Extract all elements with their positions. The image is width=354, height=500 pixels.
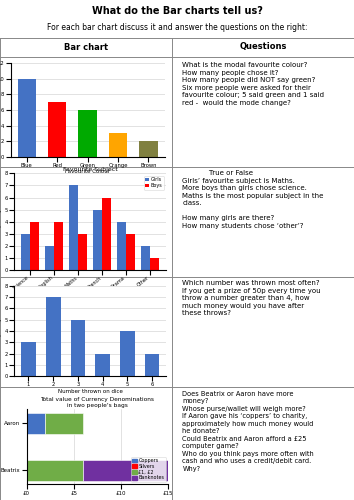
Bar (21, 234, 30, 270)
Text: What do the Bar charts tell us?: What do the Bar charts tell us? (92, 6, 262, 16)
Y-axis label: Frequency: Frequency (0, 317, 2, 345)
Bar (95, 354, 110, 376)
Bar (117, 222, 126, 270)
Bar (93, 210, 102, 270)
Text: What is the modal favourite colour?
How many people chose it?
How many people di: What is the modal favourite colour? How … (182, 62, 324, 106)
Bar (54, 222, 63, 270)
Bar (120, 331, 135, 376)
Bar (27, 412, 45, 434)
Bar (30, 222, 39, 270)
Bar (21, 342, 36, 376)
Bar (126, 234, 136, 270)
Legend: Girls, Boys: Girls, Boys (144, 176, 164, 190)
Bar (145, 354, 159, 376)
Text: Which number was thrown most often?
If you get a prize of 50p every time you
thr: Which number was thrown most often? If y… (182, 280, 321, 316)
Legend: Coppers, Silvers, £1, £2, Banknotes: Coppers, Silvers, £1, £2, Banknotes (131, 456, 166, 482)
Bar (70, 320, 85, 376)
Bar (48, 102, 66, 157)
Bar (109, 134, 127, 157)
Bar (79, 110, 97, 157)
Bar (78, 234, 87, 270)
Text: Bar chart: Bar chart (64, 42, 108, 51)
Bar (45, 412, 83, 434)
X-axis label: Number thrown on dice: Number thrown on dice (58, 389, 123, 394)
Text: Questions: Questions (239, 42, 286, 51)
Bar (150, 258, 159, 270)
Bar (45, 246, 54, 270)
Bar (69, 186, 78, 270)
Bar (46, 297, 61, 376)
X-axis label: Favourite Colour: Favourite Colour (65, 170, 110, 174)
Text: Does Beatrix or Aaron have more
money?
Whose purse/wallet will weigh more?
If Aa: Does Beatrix or Aaron have more money? W… (182, 390, 314, 471)
Bar (83, 460, 168, 481)
Bar (139, 141, 158, 157)
Bar (18, 78, 36, 157)
Text: For each bar chart discuss it and answer the questions on the right:: For each bar chart discuss it and answer… (47, 23, 307, 32)
Bar (141, 246, 150, 270)
Title: Favourite Subject: Favourite Subject (63, 166, 118, 172)
Bar (102, 198, 112, 270)
Text: True or False
Girls’ favourite subject is Maths.
More boys than girls chose scie: True or False Girls’ favourite subject i… (182, 170, 324, 228)
Title: Total value of Currency Denominations
in two people's bags: Total value of Currency Denominations in… (40, 396, 154, 407)
Y-axis label: Frequency: Frequency (0, 208, 2, 236)
Bar (27, 460, 83, 481)
